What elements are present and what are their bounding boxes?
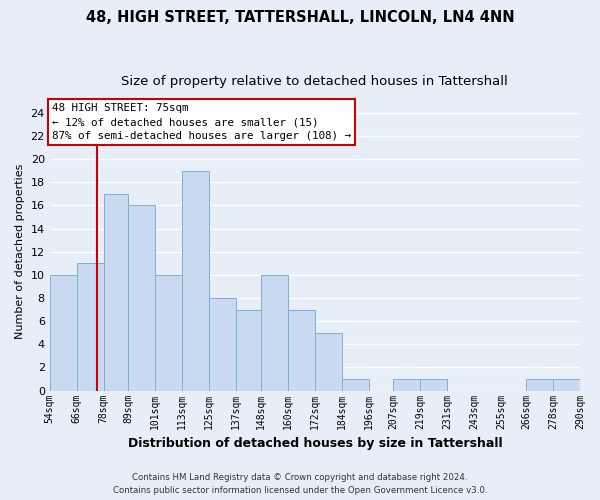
Bar — [236, 310, 261, 390]
Bar — [50, 275, 77, 390]
Bar — [261, 275, 288, 390]
Bar — [394, 379, 421, 390]
Y-axis label: Number of detached properties: Number of detached properties — [15, 164, 25, 340]
Bar — [77, 264, 104, 390]
Bar — [553, 379, 580, 390]
Bar — [182, 170, 209, 390]
Text: 48 HIGH STREET: 75sqm
← 12% of detached houses are smaller (15)
87% of semi-deta: 48 HIGH STREET: 75sqm ← 12% of detached … — [52, 103, 351, 141]
Bar — [421, 379, 448, 390]
X-axis label: Distribution of detached houses by size in Tattershall: Distribution of detached houses by size … — [128, 437, 502, 450]
Bar — [288, 310, 315, 390]
Bar — [128, 206, 155, 390]
Bar — [526, 379, 553, 390]
Bar — [342, 379, 369, 390]
Bar — [209, 298, 236, 390]
Text: 48, HIGH STREET, TATTERSHALL, LINCOLN, LN4 4NN: 48, HIGH STREET, TATTERSHALL, LINCOLN, L… — [86, 10, 514, 25]
Bar — [315, 333, 342, 390]
Bar — [155, 275, 182, 390]
Text: Contains HM Land Registry data © Crown copyright and database right 2024.
Contai: Contains HM Land Registry data © Crown c… — [113, 474, 487, 495]
Bar — [104, 194, 128, 390]
Title: Size of property relative to detached houses in Tattershall: Size of property relative to detached ho… — [121, 75, 508, 88]
